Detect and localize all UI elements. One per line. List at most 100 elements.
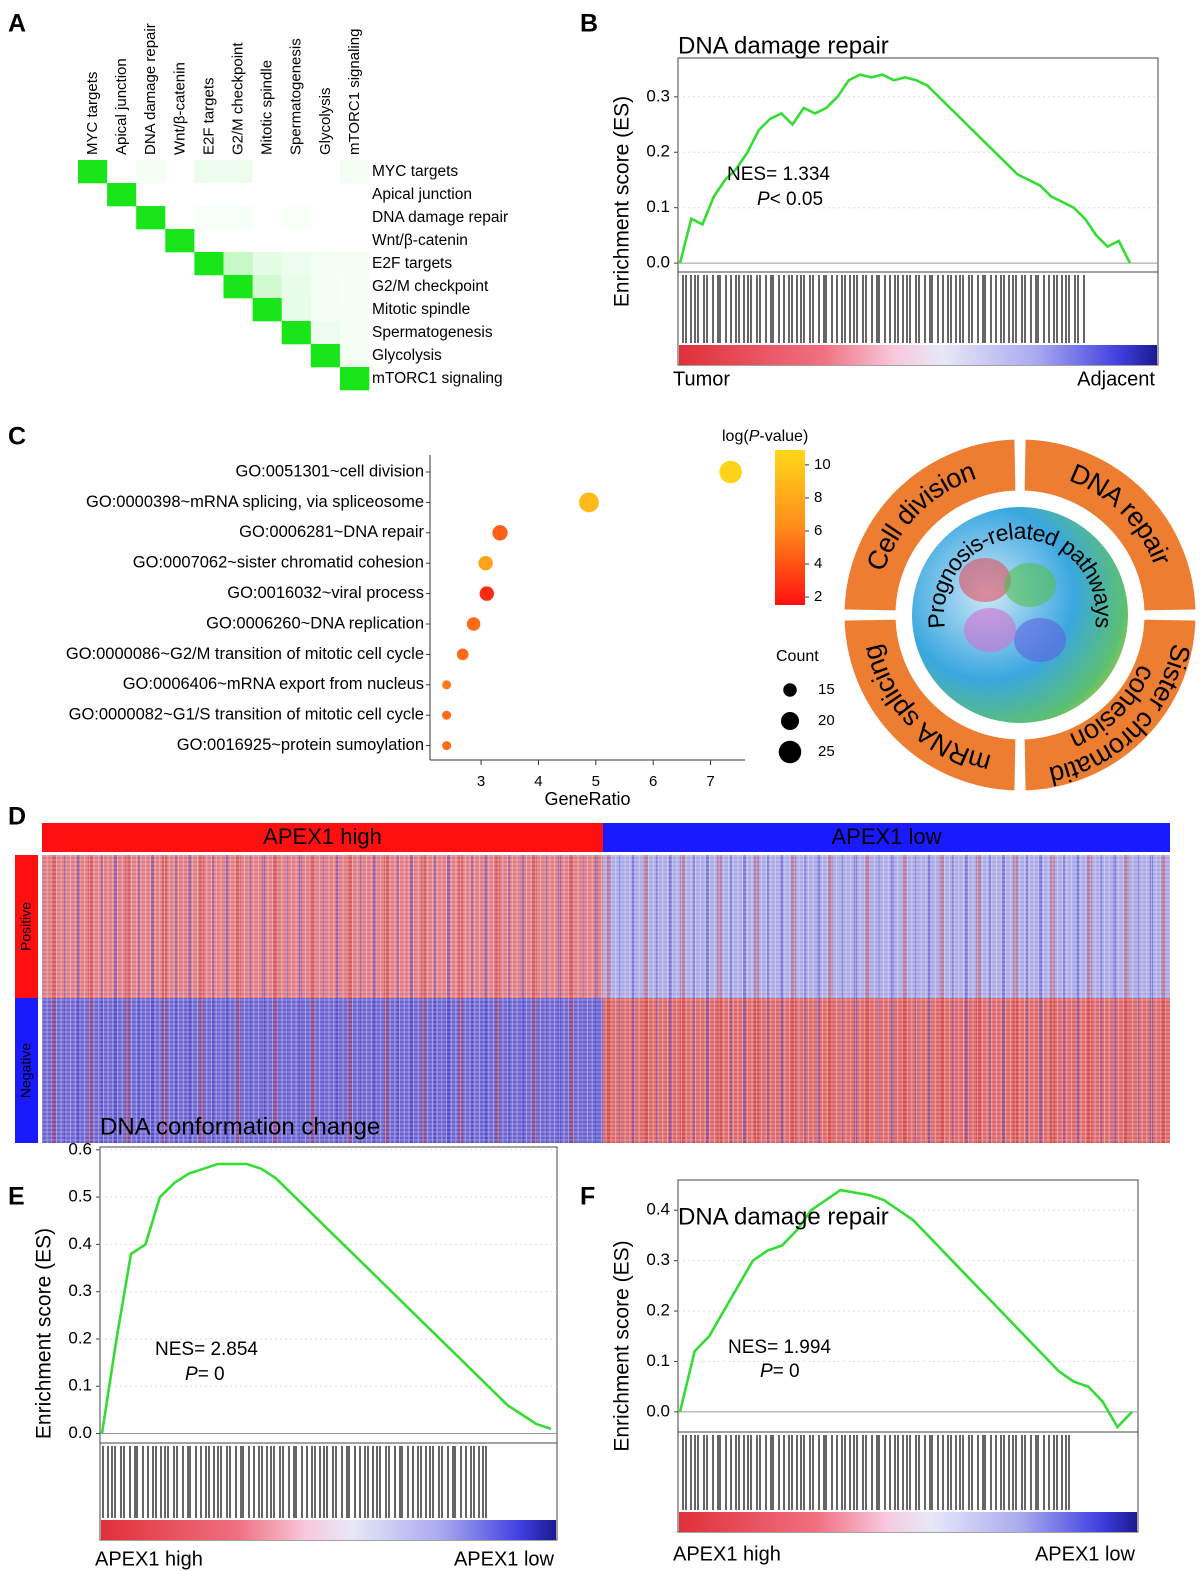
dot — [442, 680, 452, 690]
heatmap-cell — [281, 275, 312, 299]
column-label: Spermatogenesis — [288, 38, 305, 155]
column-label: Glycolysis — [317, 87, 334, 155]
category-label: GO:0016032~viral process — [227, 584, 424, 602]
heatmap-cell — [281, 298, 312, 322]
heatmap-cell — [78, 160, 108, 184]
row-group-label: Negative — [18, 1043, 34, 1098]
heatmap-cell — [165, 229, 195, 253]
left-label: APEX1 high — [673, 1543, 781, 1565]
y-tick-label: 0.2 — [646, 142, 670, 161]
row-group-bar — [15, 855, 38, 998]
heatmap-cell — [281, 229, 312, 253]
nes-label: NES= 2.854 — [155, 1339, 258, 1360]
heatmap-cell — [339, 344, 370, 368]
category-label: GO:0006406~mRNA export from nucleus — [123, 675, 424, 693]
y-tick-label: 0.1 — [646, 197, 670, 216]
heatmap-cell — [223, 183, 253, 207]
count-legend-label: 15 — [818, 681, 835, 698]
heatmap-cell — [339, 367, 370, 391]
dot — [442, 741, 452, 751]
colorbar-title-part: log( — [722, 428, 749, 445]
left-label: Tumor — [673, 368, 730, 390]
column-label: Mitotic spindle — [259, 60, 276, 155]
count-legend-title: Count — [776, 648, 819, 665]
heatmap-cell — [194, 183, 224, 207]
hit-barcode — [102, 1446, 491, 1518]
panel-letter: D — [8, 803, 26, 831]
y-axis-label: Enrichment score (ES) — [33, 1228, 56, 1439]
heatmap-cell — [252, 160, 282, 184]
heatmap-cell — [310, 344, 341, 368]
right-label: APEX1 low — [1035, 1543, 1136, 1565]
column-group-label: APEX1 high — [263, 824, 382, 849]
category-label: GO:0000082~G1/S transition of mitotic ce… — [69, 706, 424, 724]
dot — [479, 586, 495, 601]
p-value: = 0 — [773, 1361, 800, 1382]
heatmap-cell — [310, 321, 341, 345]
p-label: P= 0 — [760, 1361, 800, 1382]
heatmap-cell — [339, 321, 370, 345]
colorbar-title-part: P — [749, 428, 760, 445]
heatmap-cell — [252, 183, 282, 207]
y-axis-label: Enrichment score (ES) — [611, 1240, 634, 1451]
panel-letter: A — [8, 10, 26, 38]
column-label: DNA damage repair — [142, 23, 159, 155]
column-label: mTORC1 signaling — [346, 29, 363, 155]
heatmap-cell — [310, 183, 341, 207]
count-legend-dot — [783, 683, 797, 697]
y-tick-label: 0.0 — [646, 1401, 670, 1420]
column-label: Wnt/β-catenin — [171, 62, 188, 155]
panel-letter: E — [8, 1183, 25, 1211]
y-tick-label: 0.0 — [68, 1423, 92, 1442]
panel-letter: B — [580, 10, 598, 38]
colorbar-title: log(P-value) — [722, 428, 808, 445]
heatmap-cell — [136, 160, 166, 184]
heatmap-cell — [223, 206, 253, 230]
column-label: G2/M checkpoint — [229, 42, 246, 155]
p-value: < 0.05 — [770, 189, 823, 210]
heatmap-cell — [339, 160, 370, 184]
dot — [579, 492, 599, 513]
nes-label: NES= 1.334 — [727, 164, 830, 185]
heatmap-cell — [223, 252, 253, 276]
y-tick-label: 0.3 — [646, 86, 670, 105]
row-label: Mitotic spindle — [372, 301, 470, 318]
heatmap-cell — [281, 183, 312, 207]
heatmap-cell — [310, 206, 341, 230]
row-label: Spermatogenesis — [372, 324, 493, 341]
x-tick-label: 4 — [534, 773, 542, 790]
y-tick-label: 0.1 — [646, 1351, 670, 1370]
heatmap-cell — [252, 275, 282, 299]
y-tick-label: 0.2 — [646, 1301, 670, 1320]
dot — [466, 617, 481, 631]
p-symbol: P — [757, 189, 770, 210]
dot — [456, 648, 469, 661]
heatmap-cell — [223, 229, 253, 253]
heatmap-cell — [310, 229, 341, 253]
heatmap-cell — [281, 206, 312, 230]
colorbar-tick-label: 2 — [814, 588, 822, 605]
column-group-label: APEX1 low — [831, 824, 941, 849]
heatmap-cell — [281, 252, 312, 276]
nes-label: NES= 1.994 — [728, 1337, 831, 1358]
es-curve — [100, 1162, 552, 1434]
heatmap-cell — [339, 252, 370, 276]
left-label: APEX1 high — [95, 1548, 203, 1570]
heatmap-cell — [310, 160, 341, 184]
core-disc — [912, 507, 1128, 723]
p-symbol: P — [760, 1361, 773, 1382]
heatmap-cell — [281, 321, 312, 345]
dot — [442, 710, 452, 720]
row-label: Wnt/β-catenin — [372, 232, 468, 249]
heatmap-cell — [339, 206, 370, 230]
heatmap-cell — [194, 229, 224, 253]
panel-letter: F — [580, 1183, 595, 1211]
dot — [478, 556, 493, 571]
heatmap-cell — [339, 183, 370, 207]
heatmap-grid — [603, 855, 1170, 998]
y-tick-label: 0.3 — [68, 1281, 92, 1300]
colorbar-title-part: -value) — [759, 428, 808, 445]
column-label: Apical junction — [113, 58, 130, 155]
y-tick-label: 0.1 — [68, 1376, 92, 1395]
p-value: = 0 — [198, 1364, 225, 1385]
